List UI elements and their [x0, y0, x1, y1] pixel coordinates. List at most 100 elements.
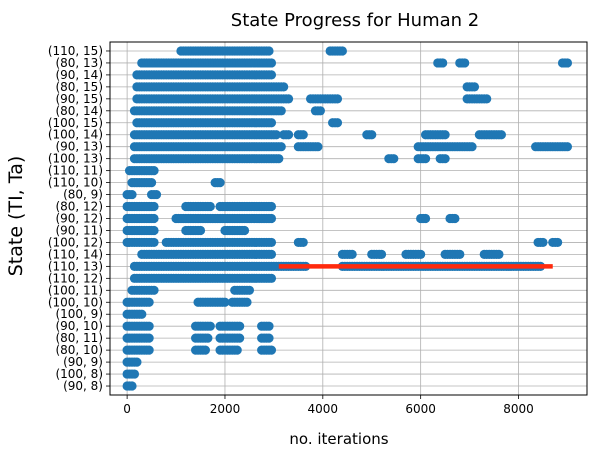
scatter-point [149, 201, 159, 212]
scatter-point [242, 297, 252, 307]
y-tick-label: (100, 12) [48, 235, 103, 249]
y-tick-label: (80, 15) [55, 80, 103, 94]
scatter-point [144, 321, 154, 331]
scatter-point [313, 142, 323, 152]
scatter-point [127, 381, 137, 391]
scatter-point [132, 357, 142, 367]
scatter-point [215, 178, 225, 188]
y-tick-label: (90, 11) [55, 223, 103, 237]
scatter-point [264, 321, 274, 331]
scatter-point [469, 82, 480, 92]
scatter-point [347, 249, 357, 259]
scatter-point [367, 130, 377, 140]
scatter-point [271, 130, 281, 140]
scatter-point [149, 285, 159, 295]
y-tick-label: (90, 8) [63, 379, 103, 393]
scatter-point [266, 213, 277, 224]
x-tick-label: 8000 [503, 402, 534, 416]
scatter-point [315, 106, 325, 116]
scatter-point [276, 106, 286, 116]
y-tick-label: (110, 10) [48, 176, 103, 190]
scatter-point [562, 142, 573, 152]
y-tick-label: (90, 9) [63, 355, 103, 369]
scatter-point [274, 154, 284, 164]
scatter-point [264, 46, 274, 56]
scatter-point [264, 333, 274, 343]
y-axis-ticks: (90, 8)(100, 8)(90, 9)(80, 10)(80, 11)(9… [48, 44, 110, 393]
scatter-point [279, 82, 289, 92]
scatter-point [149, 166, 159, 176]
y-tick-label: (90, 10) [55, 319, 103, 333]
y-tick-label: (110, 15) [48, 44, 103, 58]
scatter-point [149, 213, 159, 224]
scatter-point [562, 58, 573, 68]
scatter-point [389, 154, 399, 164]
scatter-point [276, 142, 286, 152]
scatter-point [266, 118, 277, 128]
scatter-point [283, 94, 294, 104]
y-tick-label: (90, 14) [55, 68, 103, 82]
scatter-point [416, 249, 426, 259]
y-tick-label: (110, 12) [48, 271, 103, 285]
y-tick-label: (100, 13) [48, 152, 103, 166]
scatter-point [420, 213, 431, 224]
scatter-point [239, 225, 250, 236]
scatter-point [553, 237, 563, 248]
y-tick-label: (100, 9) [55, 307, 103, 321]
scatter-point [460, 58, 470, 68]
scatter-point [195, 225, 206, 236]
y-tick-label: (100, 10) [48, 295, 103, 309]
scatter-point [144, 297, 154, 307]
scatter-point [149, 237, 159, 248]
x-tick-label: 6000 [405, 402, 436, 416]
y-tick-label: (100, 14) [48, 128, 103, 142]
scatter-point [200, 345, 210, 355]
scatter-point [205, 321, 215, 331]
y-tick-label: (110, 13) [48, 259, 103, 273]
y-tick-label: (90, 12) [55, 212, 103, 226]
x-tick-label: 0 [123, 402, 131, 416]
y-tick-label: (90, 13) [55, 140, 103, 154]
scatter-point [137, 309, 147, 319]
scatter-point [235, 321, 245, 331]
scatter-point [496, 130, 506, 140]
scatter-point [151, 189, 162, 200]
scatter-point [244, 285, 255, 295]
scatter-point [332, 118, 343, 128]
y-tick-label: (110, 11) [48, 164, 103, 178]
scatter-point [144, 345, 154, 355]
scatter-point [455, 249, 465, 259]
scatter-point [467, 142, 477, 152]
x-tick-label: 2000 [210, 402, 241, 416]
y-tick-label: (100, 8) [55, 367, 103, 381]
scatter-point [538, 237, 548, 248]
scatter-point [266, 58, 277, 68]
scatter-point [440, 130, 450, 140]
scatter-point [438, 58, 448, 68]
scatter-point [266, 201, 277, 212]
scatter-point [266, 70, 277, 80]
scatter-point [266, 345, 277, 355]
y-tick-label: (80, 13) [55, 56, 103, 70]
x-tick-label: 4000 [308, 402, 339, 416]
x-axis-label: no. iterations [289, 430, 388, 448]
scatter-point [420, 154, 431, 164]
scatter-point [298, 237, 308, 248]
y-tick-label: (90, 15) [55, 92, 103, 106]
scatter-point [450, 213, 460, 224]
y-tick-label: (80, 14) [55, 104, 103, 118]
y-tick-label: (110, 14) [48, 247, 103, 261]
scatter-point [283, 130, 294, 140]
scatter-point [144, 333, 154, 343]
scatter-point [146, 178, 157, 188]
scatter-point [220, 297, 230, 307]
y-tick-label: (100, 15) [48, 116, 103, 130]
scatter-point [232, 345, 242, 355]
scatter-point [298, 130, 308, 140]
y-tick-label: (80, 9) [63, 188, 103, 202]
scatter-point [235, 333, 245, 343]
scatter-point [332, 94, 343, 104]
scatter-point [129, 369, 140, 379]
scatter-point [266, 273, 277, 283]
